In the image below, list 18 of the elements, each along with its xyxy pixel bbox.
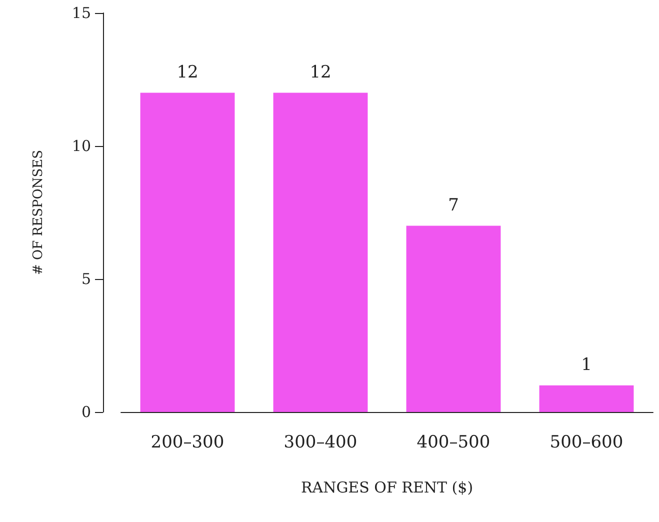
x-tick-label: 300–400 <box>284 432 358 452</box>
y-tick-label: 10 <box>72 137 91 155</box>
x-tick-label: 200–300 <box>150 432 224 452</box>
data-label: 12 <box>176 62 198 82</box>
data-label: 12 <box>310 62 332 82</box>
bar <box>406 226 501 412</box>
y-tick-label: 0 <box>81 403 91 421</box>
data-label: 1 <box>581 354 592 375</box>
y-axis-title: # OF RESPONSES <box>31 150 46 276</box>
x-tick-label: 500–600 <box>550 432 624 452</box>
x-tick-label: 400–500 <box>416 432 490 452</box>
x-axis-title: RANGES OF RENT ($) <box>300 478 474 496</box>
bar <box>273 92 368 412</box>
y-tick-label: 15 <box>72 4 91 22</box>
data-label: 7 <box>448 195 459 216</box>
bar <box>539 385 634 412</box>
bar <box>140 92 235 412</box>
y-tick-label: 5 <box>81 270 91 288</box>
